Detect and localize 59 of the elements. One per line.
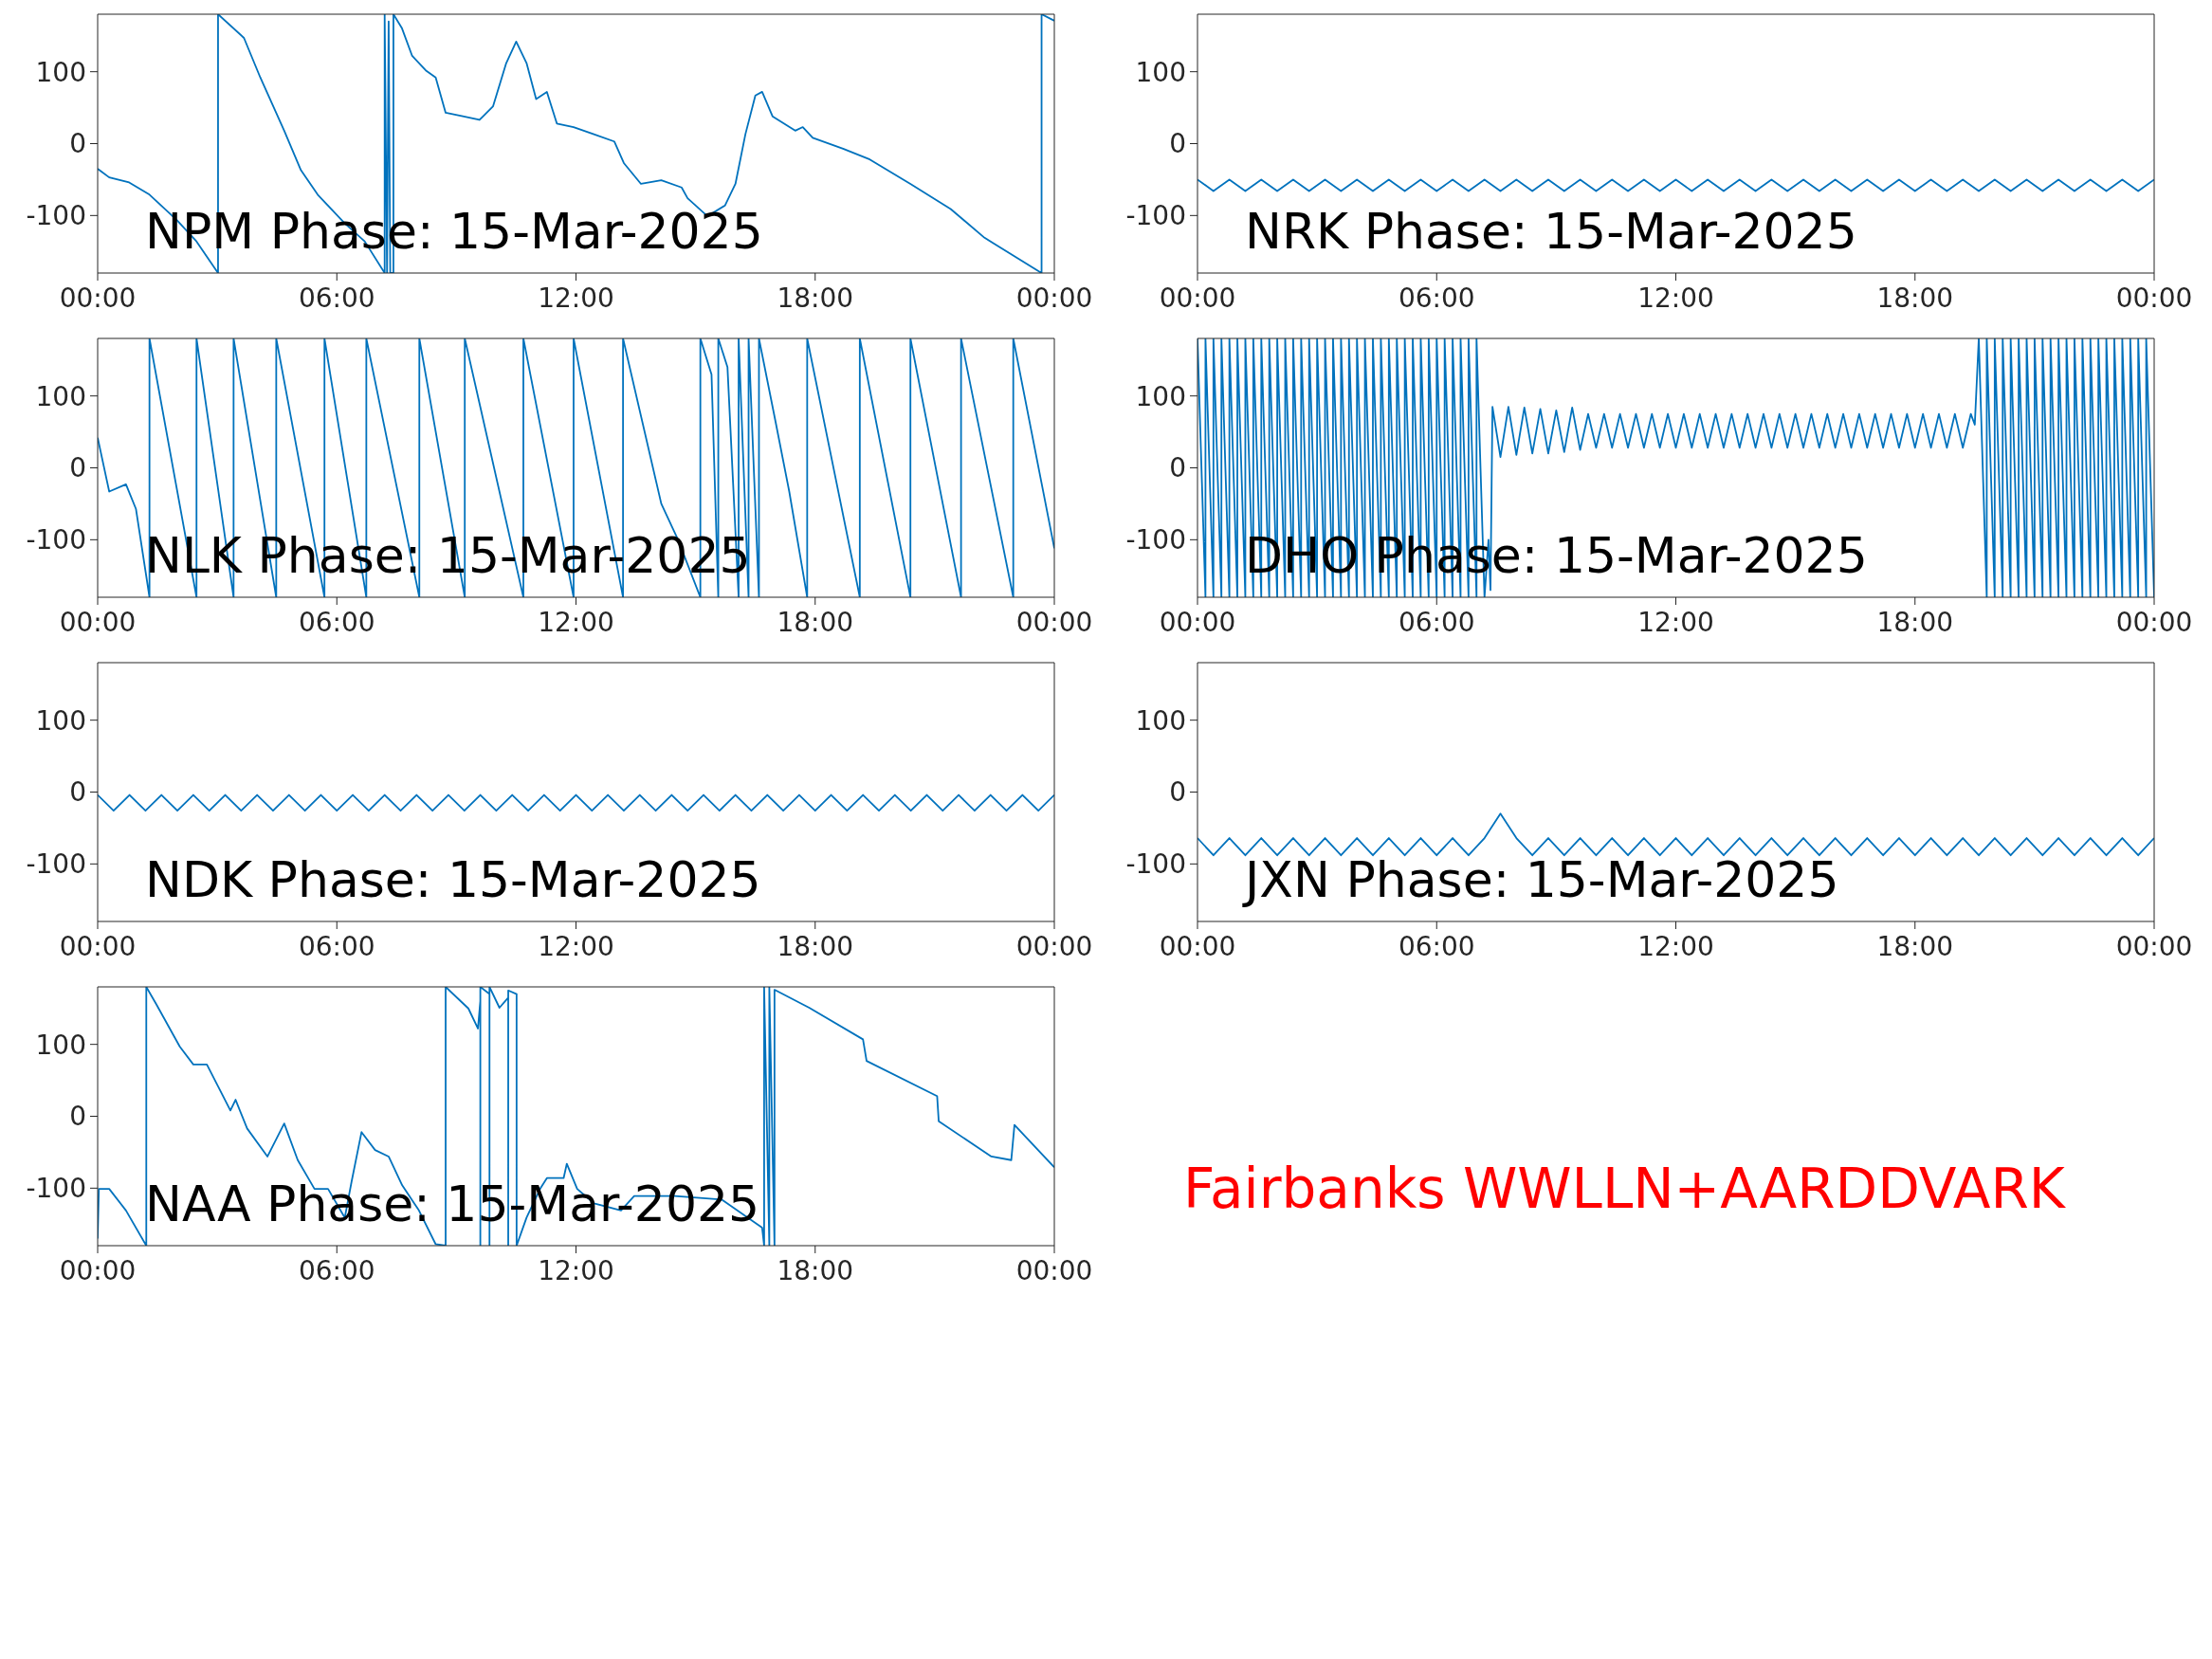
y-tick-label: -100	[26, 848, 86, 881]
x-tick-label: 12:00	[1637, 606, 1714, 638]
y-tick-label: -100	[1125, 524, 1186, 556]
x-tick-label: 06:00	[1398, 930, 1475, 962]
x-tick-label: 06:00	[298, 282, 375, 314]
x-tick-label: 18:00	[777, 1254, 854, 1286]
x-tick-label: 00:00	[1159, 930, 1236, 962]
x-tick-label: 00:00	[59, 930, 137, 962]
text: Fairbanks WWLLN+AARDDVARK	[1183, 1156, 2065, 1222]
x-tick-label: 00:00	[1015, 1254, 1093, 1286]
x-tick-label: 18:00	[777, 930, 854, 962]
x-tick-label: 18:00	[777, 606, 854, 638]
x-tick-label: 06:00	[298, 930, 375, 962]
y-tick-label: 100	[35, 704, 86, 737]
y-tick-label: 0	[69, 128, 86, 160]
x-tick-label: 00:00	[2115, 930, 2193, 962]
text: NDK Phase: 15-Mar-2025	[145, 850, 761, 909]
x-tick-label: 06:00	[298, 1254, 375, 1286]
y-tick-label: -100	[1125, 848, 1186, 881]
x-tick-label: 06:00	[1398, 282, 1475, 314]
x-tick-label: 12:00	[538, 930, 614, 962]
y-tick-label: 0	[69, 776, 86, 809]
x-tick-label: 06:00	[298, 606, 375, 638]
x-tick-label: 12:00	[538, 1254, 614, 1286]
x-tick-label: 06:00	[1398, 606, 1475, 638]
y-tick-label: 100	[35, 380, 86, 412]
x-tick-label: 18:00	[1876, 606, 1954, 638]
x-tick-label: 18:00	[777, 282, 854, 314]
x-tick-label: 00:00	[1015, 606, 1093, 638]
y-tick-label: 100	[1135, 704, 1186, 737]
y-tick-label: 0	[1169, 128, 1186, 160]
x-tick-label: 00:00	[59, 606, 137, 638]
x-tick-label: 00:00	[1015, 282, 1093, 314]
x-tick-label: 12:00	[538, 606, 614, 638]
x-tick-label: 12:00	[1637, 930, 1714, 962]
y-tick-label: -100	[26, 1173, 86, 1205]
y-tick-label: 0	[69, 452, 86, 484]
x-tick-label: 00:00	[1159, 606, 1236, 638]
x-tick-label: 00:00	[2115, 606, 2193, 638]
x-tick-label: 00:00	[1015, 930, 1093, 962]
y-tick-label: 100	[1135, 380, 1186, 412]
y-tick-label: 0	[69, 1101, 86, 1133]
x-tick-label: 00:00	[2115, 282, 2193, 314]
y-tick-label: -100	[26, 200, 86, 232]
x-tick-label: 12:00	[1637, 282, 1714, 314]
y-tick-label: 0	[1169, 452, 1186, 484]
x-tick-label: 18:00	[1876, 282, 1954, 314]
text: NRK Phase: 15-Mar-2025	[1245, 202, 1857, 261]
x-tick-label: 00:00	[1159, 282, 1236, 314]
y-tick-label: 100	[35, 56, 86, 88]
y-tick-label: 100	[1135, 56, 1186, 88]
x-tick-label: 18:00	[1876, 930, 1954, 962]
x-tick-label: 00:00	[59, 282, 137, 314]
y-tick-label: -100	[26, 524, 86, 556]
y-tick-label: -100	[1125, 200, 1186, 232]
x-tick-label: 12:00	[538, 282, 614, 314]
y-tick-label: 0	[1169, 776, 1186, 809]
x-tick-label: 00:00	[59, 1254, 137, 1286]
y-tick-label: 100	[35, 1029, 86, 1061]
